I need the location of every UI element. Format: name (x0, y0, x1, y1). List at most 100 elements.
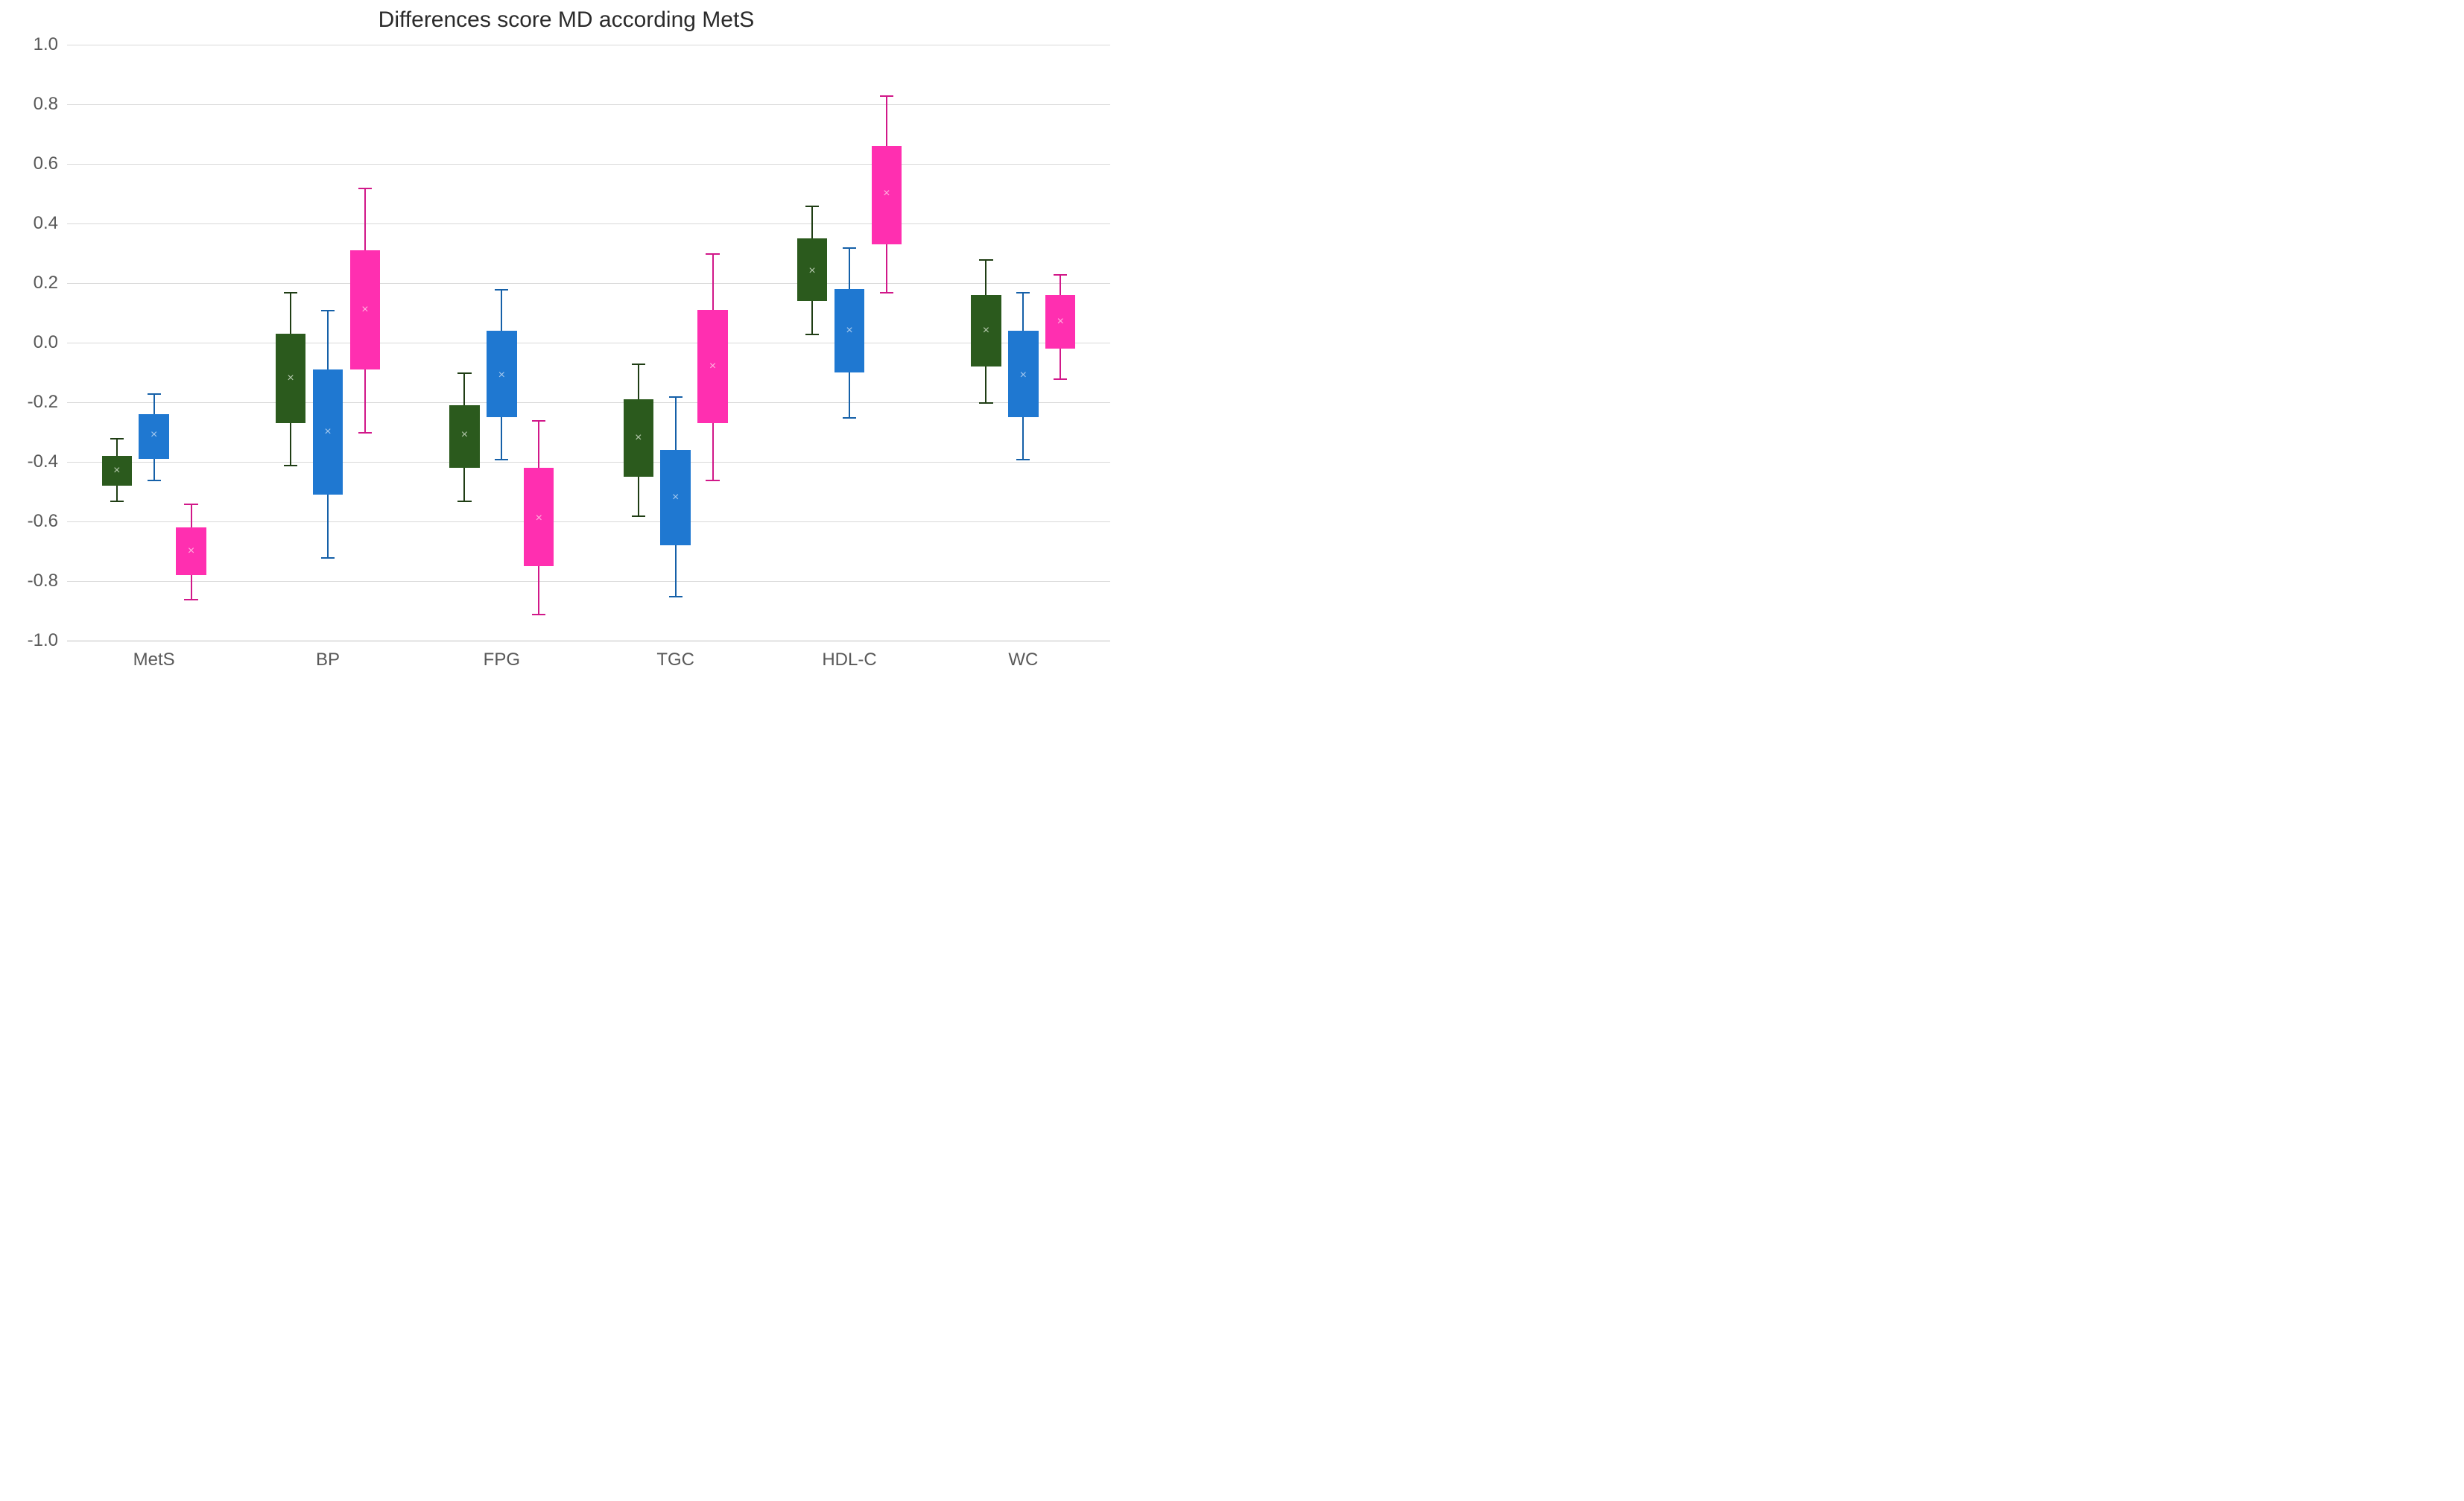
gridline (67, 521, 1110, 522)
whisker-cap (457, 372, 471, 374)
whisker-cap (669, 396, 682, 398)
whisker-line (116, 438, 118, 456)
y-tick-label: -0.8 (28, 571, 58, 591)
whisker-line (153, 393, 155, 414)
y-tick-label: 1.0 (34, 34, 58, 55)
x-tick-label: WC (1008, 650, 1038, 670)
gridline (67, 283, 1110, 284)
box-rect (624, 399, 654, 477)
x-tick-label: TGC (656, 650, 694, 670)
whisker-cap (358, 432, 372, 434)
whisker-cap (706, 253, 719, 255)
box-rect (449, 405, 480, 468)
whisker-cap (1016, 459, 1030, 460)
chart-title: Differences score MD according MetS (0, 7, 1133, 33)
whisker-line (501, 417, 502, 459)
gridline (67, 223, 1110, 224)
box-rect (697, 310, 728, 423)
whisker-cap (880, 95, 893, 97)
whisker-line (463, 468, 465, 501)
whisker-line (327, 310, 329, 369)
whisker-cap (358, 188, 372, 189)
whisker-cap (495, 459, 508, 460)
gridline (67, 462, 1110, 463)
y-tick-label: 0.8 (34, 94, 58, 115)
whisker-cap (148, 393, 161, 395)
whisker-line (638, 364, 639, 399)
x-tick-label: HDL-C (822, 650, 876, 670)
whisker-cap (880, 292, 893, 293)
box-rect (797, 238, 828, 301)
whisker-cap (148, 480, 161, 481)
whisker-line (327, 495, 329, 557)
whisker-line (849, 247, 850, 289)
whisker-line (675, 545, 677, 596)
whisker-line (191, 575, 192, 599)
whisker-cap (1054, 378, 1067, 380)
whisker-line (463, 372, 465, 405)
whisker-line (811, 206, 813, 238)
gridline (67, 164, 1110, 165)
whisker-cap (284, 292, 297, 293)
box-rect (139, 414, 169, 459)
gridline (67, 402, 1110, 403)
box-rect (487, 331, 517, 417)
y-tick-label: 0.6 (34, 153, 58, 174)
whisker-cap (669, 596, 682, 597)
box-rect (660, 450, 691, 545)
whisker-line (290, 423, 291, 465)
whisker-cap (706, 480, 719, 481)
whisker-cap (110, 438, 124, 439)
whisker-line (1060, 274, 1061, 295)
box-rect (102, 456, 133, 486)
whisker-cap (321, 557, 335, 559)
whisker-cap (632, 515, 645, 517)
whisker-cap (495, 289, 508, 291)
whisker-cap (532, 614, 545, 615)
chart-container: Differences score MD according MetS 1.00… (0, 0, 1133, 690)
y-tick-label: 0.2 (34, 273, 58, 293)
whisker-line (290, 292, 291, 334)
whisker-line (1060, 349, 1061, 378)
gridline (67, 104, 1110, 105)
box-rect (276, 334, 306, 423)
whisker-line (985, 366, 986, 402)
x-tick-label: FPG (484, 650, 520, 670)
whisker-line (811, 301, 813, 334)
whisker-cap (110, 501, 124, 502)
box-rect (350, 250, 381, 369)
whisker-line (364, 369, 366, 432)
whisker-line (886, 244, 887, 292)
whisker-line (364, 188, 366, 250)
y-tick-label: -0.2 (28, 392, 58, 413)
whisker-line (886, 95, 887, 146)
y-tick-label: -0.4 (28, 451, 58, 472)
whisker-line (116, 486, 118, 501)
y-tick-label: -1.0 (28, 630, 58, 651)
y-tick-label: 0.0 (34, 332, 58, 353)
whisker-line (712, 253, 714, 310)
box-rect (313, 369, 343, 495)
x-tick-label: MetS (133, 650, 175, 670)
box-rect (524, 468, 554, 566)
box-rect (1045, 295, 1076, 349)
whisker-cap (284, 465, 297, 466)
whisker-cap (979, 259, 992, 261)
whisker-line (501, 289, 502, 331)
whisker-line (712, 423, 714, 480)
gridline (67, 581, 1110, 582)
whisker-line (191, 504, 192, 527)
whisker-cap (1054, 274, 1067, 276)
whisker-line (1022, 417, 1024, 459)
y-tick-label: 0.4 (34, 213, 58, 234)
whisker-line (538, 566, 539, 614)
whisker-cap (532, 420, 545, 422)
whisker-line (538, 420, 539, 468)
whisker-cap (184, 599, 197, 600)
x-tick-label: BP (316, 650, 340, 670)
plot-area: 1.00.80.60.40.20.0-0.2-0.4-0.6-0.8-1.0Me… (67, 45, 1110, 641)
box-rect (872, 146, 902, 244)
whisker-cap (843, 247, 856, 249)
box-rect (176, 527, 206, 575)
whisker-cap (805, 334, 819, 335)
